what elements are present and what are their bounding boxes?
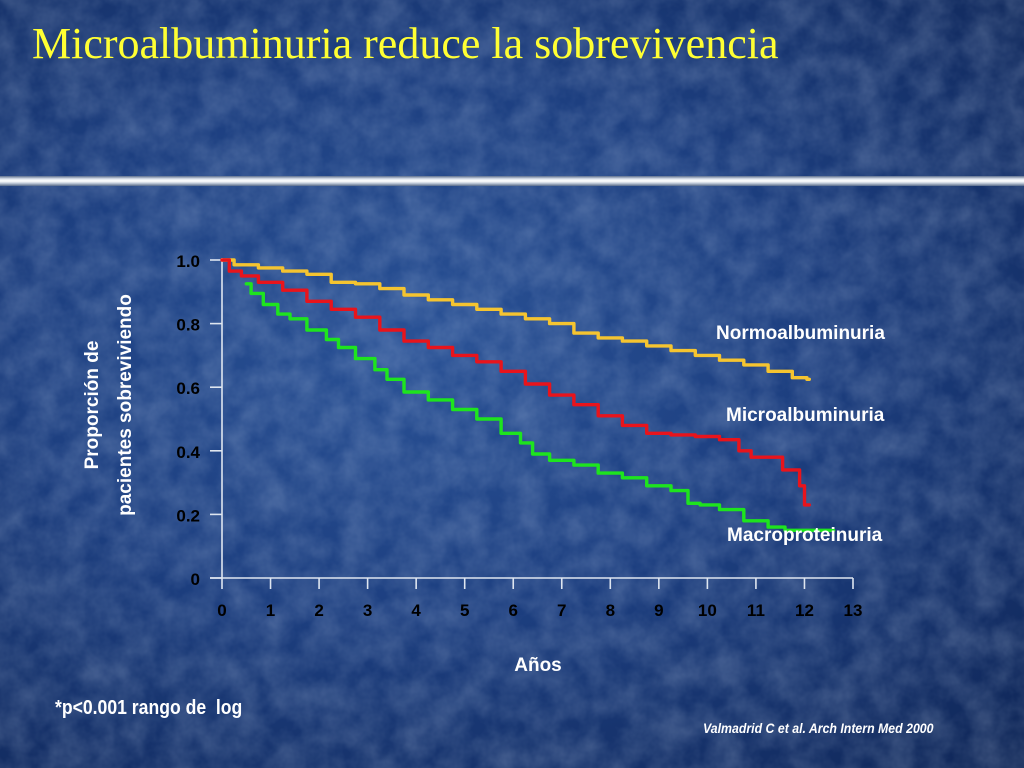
series-label-microalbuminuria: Microalbuminuria [726,405,885,426]
y-tick-label: 0.4 [176,443,200,462]
title-divider [0,176,1024,186]
x-tick-label: 0 [217,601,226,620]
x-tick-label: 11 [747,601,765,620]
series-label-normoalbuminuria: Normoalbuminuria [716,323,885,344]
x-tick-label: 4 [411,601,421,620]
x-axis-title: Años [514,655,562,676]
y-tick-label: 0.2 [176,506,200,525]
y-tick-label: 0 [191,570,200,589]
normoalbuminuria-line [220,258,811,381]
x-tick-label: 3 [363,601,372,620]
y-axis-title-line-1: Proporción de [82,341,103,470]
y-axis-title-line-2: pacientes sobreviviendo [115,294,136,516]
y-axis-title: Proporción de pacientes sobreviviendo [82,294,136,516]
x-tick-label: 8 [606,601,615,620]
slide-title: Microalbuminuria reduce la sobrevivencia [32,19,779,68]
x-tick-label: 5 [460,601,469,620]
microalbuminuria-line [220,258,811,507]
citation: Valmadrid C et al. Arch Intern Med 2000 [703,720,934,736]
significance-note: *p<0.001 rango de log [55,697,243,719]
x-tick-label: 10 [698,601,717,620]
x-tick-label: 12 [795,601,814,620]
x-tick-label: 13 [844,601,863,620]
x-tick-label: 7 [557,601,566,620]
x-tick-label: 6 [508,601,517,620]
y-tick-label: 0.8 [176,316,200,335]
series-label-macroproteinuria: Macroproteinuria [727,525,883,546]
x-tick-label: 2 [314,601,323,620]
x-tick-label: 9 [654,601,663,620]
y-tick-label: 1.0 [176,252,200,271]
macroproteinuria-line [244,282,836,532]
x-tick-label: 1 [266,601,275,620]
chart-ticks: 00.20.40.60.81.00 1 2 3 4 5 6 7 8 9 10 11 12 13 [176,252,862,620]
chart-series [220,258,836,532]
chart-axes [210,258,853,579]
y-tick-label: 0.6 [176,379,200,398]
